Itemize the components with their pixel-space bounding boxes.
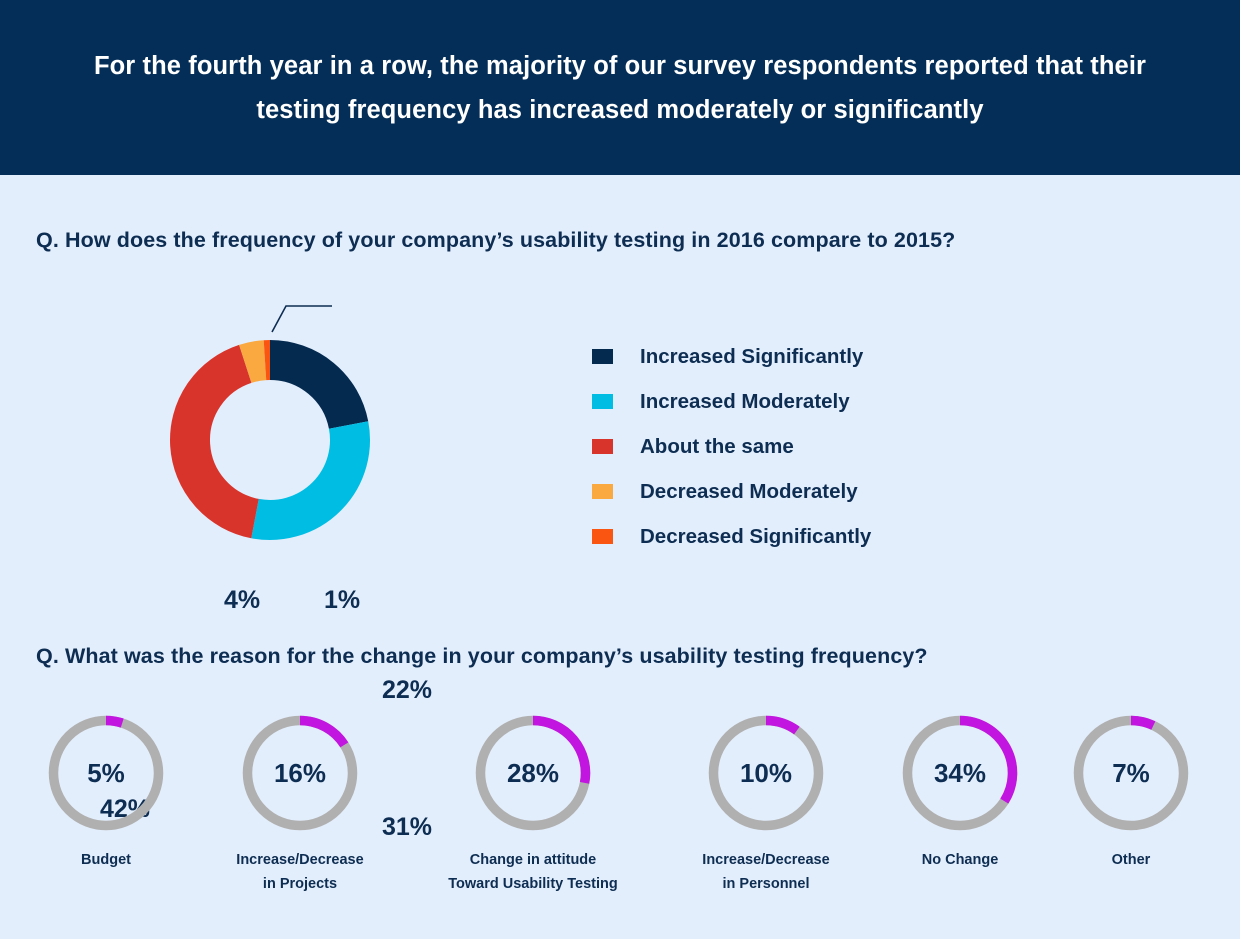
- gauge-change-in-attitude-toward-usability-testing: 28% Change in attitude Toward Usability T…: [443, 712, 623, 896]
- gauge-ring: 7%: [1070, 712, 1192, 834]
- reason-gauge-row: 5% Budget 16% Increase/Decrease in Projects…: [0, 712, 1240, 922]
- donut-value-decreased-moderately: 4%: [224, 586, 261, 614]
- gauge-value: 34%: [933, 757, 987, 788]
- donut-value-decreased-significantly: 1%: [324, 586, 361, 614]
- legend-item-increased-significantly: Increased Significantly: [592, 334, 1012, 379]
- header-banner: For the fourth year in a row, the majori…: [0, 0, 1240, 175]
- gauge-arc-svg: [902, 715, 1018, 831]
- gauge-progress-arc: [1130, 715, 1156, 730]
- gauge-value: 5%: [87, 757, 125, 788]
- legend-label: Increased Moderately: [640, 389, 850, 413]
- gauge-budget: 5% Budget: [16, 712, 196, 872]
- gauge-increase-decrease-in-projects: 16% Increase/Decrease in Projects: [210, 712, 390, 896]
- gauge-label: Increase/Decrease in Projects: [236, 852, 364, 892]
- legend-label: Increased Significantly: [640, 344, 864, 368]
- legend-label: Decreased Moderately: [640, 479, 858, 503]
- gauge-increase-decrease-in-personnel: 10% Increase/Decrease in Personnel: [676, 712, 856, 896]
- gauge-label: Budget: [81, 852, 131, 868]
- legend-swatch-icon: [592, 529, 613, 544]
- gauge-progress-arc: [959, 715, 1018, 804]
- gauge-other: 7% Other: [1041, 712, 1221, 872]
- leader-line-1-percent: [271, 305, 332, 333]
- gauge-no-change: 34% No Change: [870, 712, 1050, 872]
- gauge-arc-svg: [1073, 715, 1189, 831]
- legend-swatch-icon: [592, 439, 613, 454]
- gauge-label: No Change: [921, 852, 999, 868]
- legend-label: About the same: [640, 434, 794, 458]
- gauge-progress-arc: [105, 715, 124, 728]
- donut-slice: [269, 340, 369, 430]
- legend-item-decreased-moderately: Decreased Moderately: [592, 469, 1012, 514]
- gauge-label: Other: [1111, 852, 1151, 868]
- legend-swatch-icon: [592, 349, 613, 364]
- donut-value-increased-moderately: 31%: [382, 813, 433, 841]
- gauge-ring: 16%: [239, 712, 361, 834]
- legend-item-about-the-same: About the same: [592, 424, 1012, 469]
- gauge-label: Change in attitude Toward Usability Test…: [448, 852, 618, 892]
- gauge-ring: 34%: [899, 712, 1021, 834]
- gauge-arc-svg: [475, 715, 591, 831]
- gauge-arc-svg: [48, 715, 164, 831]
- gauge-ring: 10%: [705, 712, 827, 834]
- gauge-arc-svg: [708, 715, 824, 831]
- legend-swatch-icon: [592, 484, 613, 499]
- legend-item-increased-moderately: Increased Moderately: [592, 379, 1012, 424]
- donut-value-increased-significantly: 22%: [382, 676, 433, 704]
- question-frequency-comparison: Q. How does the frequency of your compan…: [36, 228, 956, 252]
- header-title: For the fourth year in a row, the majori…: [93, 52, 1147, 124]
- frequency-donut-chart: [170, 340, 370, 540]
- donut-slice: [251, 421, 370, 540]
- gauge-progress-arc: [765, 715, 800, 735]
- gauge-progress-arc: [532, 715, 591, 784]
- gauge-value: 28%: [506, 757, 560, 788]
- legend-swatch-icon: [592, 394, 613, 409]
- gauge-ring: 28%: [472, 712, 594, 834]
- donut-slice: [239, 340, 267, 384]
- gauge-value: 7%: [1112, 757, 1150, 788]
- donut-legend: Increased Significantly Increased Modera…: [592, 334, 1012, 559]
- legend-label: Decreased Significantly: [640, 524, 872, 548]
- gauge-arc-svg: [242, 715, 358, 831]
- gauge-label: Increase/Decrease in Personnel: [702, 852, 830, 892]
- gauge-value: 10%: [739, 757, 793, 788]
- donut-slice: [170, 344, 260, 539]
- gauge-ring: 5%: [45, 712, 167, 834]
- question-reason-for-change: Q. What was the reason for the change in…: [36, 644, 928, 668]
- legend-item-decreased-significantly: Decreased Significantly: [592, 514, 1012, 559]
- gauge-value: 16%: [273, 757, 327, 788]
- gauge-progress-arc: [299, 715, 349, 748]
